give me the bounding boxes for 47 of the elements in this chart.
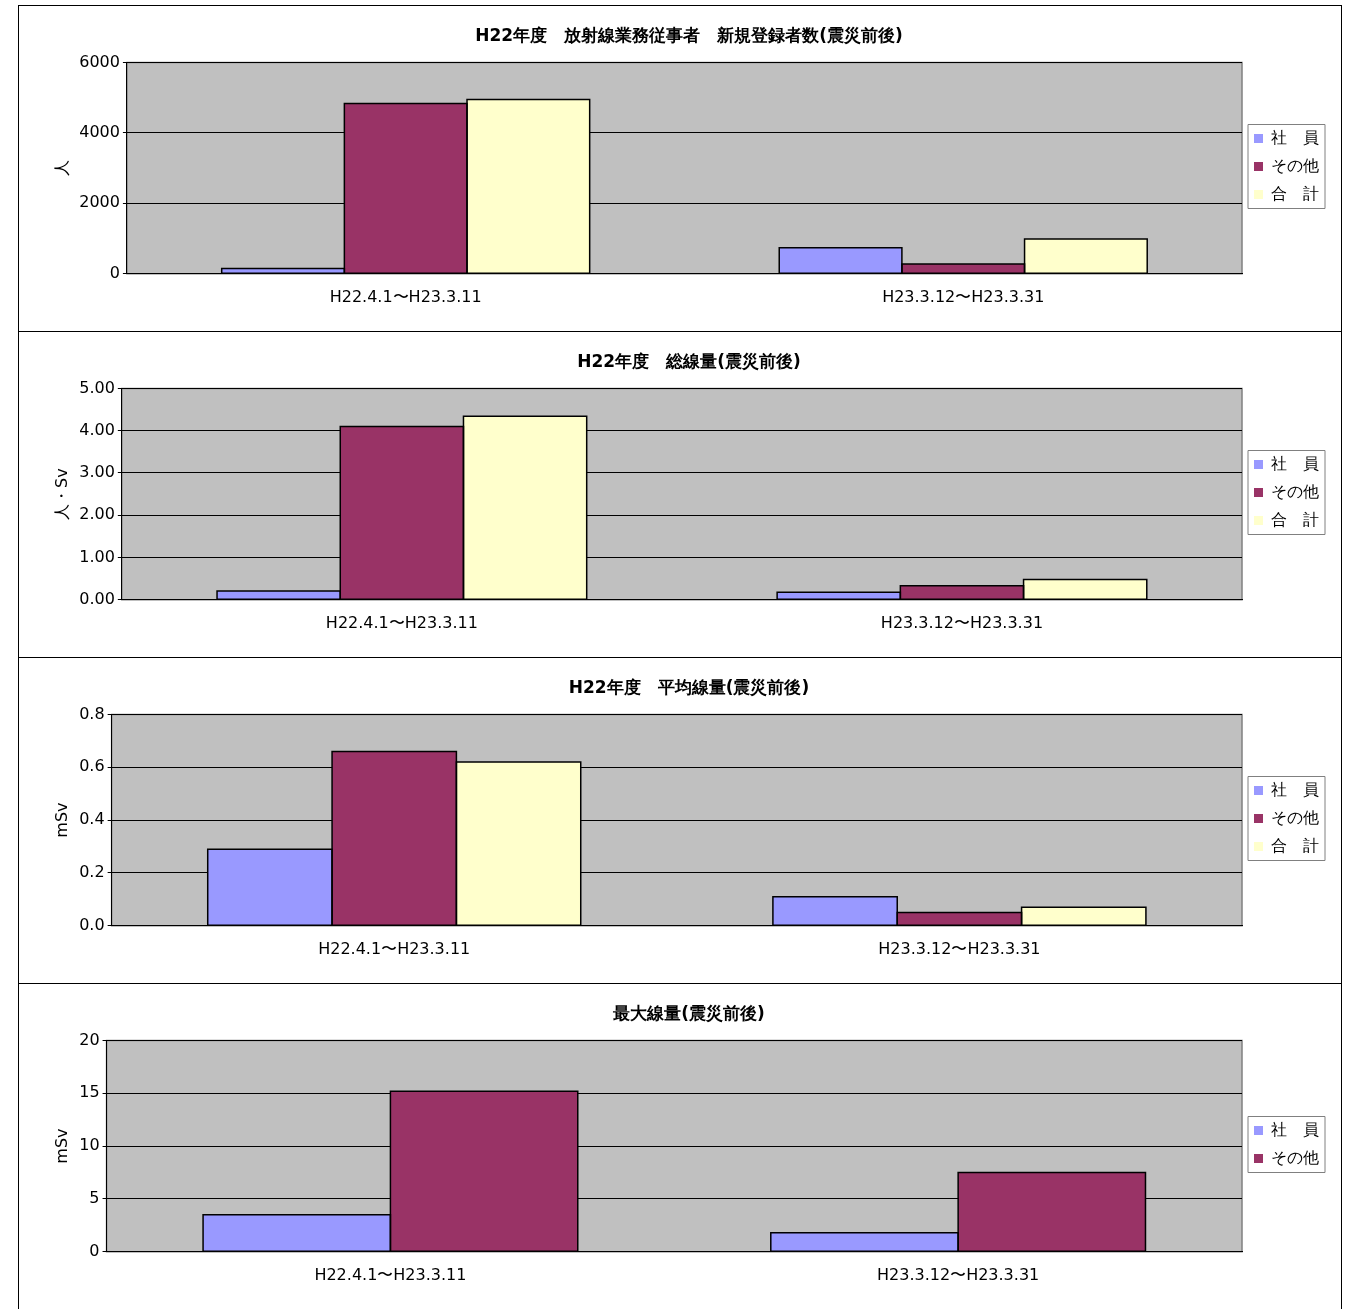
y-tick-label: 5.00: [79, 377, 115, 397]
y-axis-title: 人・Sv: [51, 468, 71, 520]
y-tick-label: 0: [89, 1240, 100, 1260]
y-tick-label: 1.00: [79, 546, 115, 566]
legend-label: 社 員: [1271, 127, 1319, 147]
y-tick-label: 0.4: [79, 809, 105, 829]
y-tick-label: 5: [89, 1188, 100, 1208]
chart-title: H22年度 総線量(震災前後): [577, 350, 801, 371]
y-tick-label: 0.0: [79, 914, 105, 934]
y-tick-label: 0: [109, 262, 120, 282]
x-tick-label: H23.3.12〜H23.3.31: [878, 938, 1041, 958]
legend-label: 合 計: [1271, 835, 1319, 855]
legend-label: 社 員: [1271, 779, 1319, 799]
y-tick-label: 0.00: [79, 588, 115, 608]
y-tick-label: 6000: [79, 51, 120, 71]
y-tick-label: 4000: [79, 122, 120, 142]
chart-title: H22年度 放射線業務従事者 新規登録者数(震災前後): [475, 24, 903, 45]
legend-label: 合 計: [1271, 183, 1319, 203]
x-tick-label: H22.4.1〜H23.3.11: [329, 286, 482, 306]
x-tick-label: H23.3.12〜H23.3.31: [882, 286, 1045, 306]
x-tick-label: H23.3.12〜H23.3.31: [877, 1264, 1040, 1284]
legend-label: その他: [1271, 807, 1319, 827]
y-tick-label: 2.00: [79, 504, 115, 524]
legend-label: 合 計: [1271, 509, 1319, 529]
y-tick-label: 0.8: [79, 703, 105, 723]
y-tick-label: 3.00: [79, 462, 115, 482]
legend-label: その他: [1271, 1147, 1319, 1167]
y-tick-label: 15: [79, 1082, 100, 1102]
legend-label: その他: [1271, 155, 1319, 175]
y-tick-label: 10: [79, 1135, 100, 1155]
y-tick-label: 0.2: [79, 862, 105, 882]
x-tick-label: H22.4.1〜H23.3.11: [325, 612, 478, 632]
x-tick-label: H23.3.12〜H23.3.31: [880, 612, 1044, 632]
y-tick-label: 4.00: [79, 419, 115, 439]
x-tick-label: H22.4.1〜H23.3.11: [314, 1264, 467, 1284]
y-axis-title: 人: [51, 160, 71, 177]
y-tick-label: 0.6: [79, 756, 105, 776]
chart-title: H22年度 平均線量(震災前後): [568, 676, 810, 697]
x-tick-label: H22.4.1〜H23.3.11: [318, 938, 471, 958]
legend-label: 社 員: [1271, 1119, 1319, 1139]
legend-label: 社 員: [1271, 453, 1319, 473]
chart-title: 最大線量(震災前後): [612, 1002, 765, 1023]
y-tick-label: 20: [79, 1029, 100, 1049]
y-axis-title: mSv: [51, 1128, 71, 1164]
y-tick-label: 2000: [79, 192, 120, 212]
legend-label: その他: [1271, 481, 1319, 501]
y-axis-title: mSv: [51, 802, 71, 838]
